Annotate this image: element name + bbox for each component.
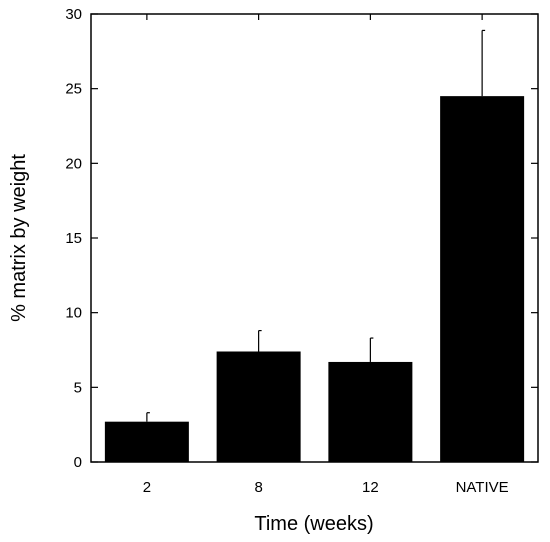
y-axis-label: % matrix by weight <box>8 154 30 322</box>
x-ticks-group: 2 8 12 NATIVE <box>143 14 509 496</box>
error-bars-group <box>146 29 486 422</box>
bars-group <box>104 96 525 462</box>
bar-12 <box>328 361 413 462</box>
y-tick-label: 5 <box>74 379 82 396</box>
x-tick-label: 12 <box>362 479 379 496</box>
y-tick-label: 25 <box>65 81 82 98</box>
x-axis-label: Time (weeks) <box>254 513 373 535</box>
x-tick-label: 8 <box>254 479 262 496</box>
y-tick-label: 10 <box>65 305 82 322</box>
y-tick-label: 0 <box>74 454 82 471</box>
y-ticks-group: 0 5 10 15 20 25 30 <box>65 6 538 471</box>
x-tick-label: 2 <box>143 479 151 496</box>
x-tick-label: NATIVE <box>456 479 509 496</box>
bar-native <box>440 96 525 462</box>
y-tick-label: 30 <box>65 6 82 23</box>
bar-2 <box>104 421 189 462</box>
y-tick-label: 20 <box>65 155 82 172</box>
y-tick-label: 15 <box>65 230 82 247</box>
bar-8 <box>216 351 301 462</box>
